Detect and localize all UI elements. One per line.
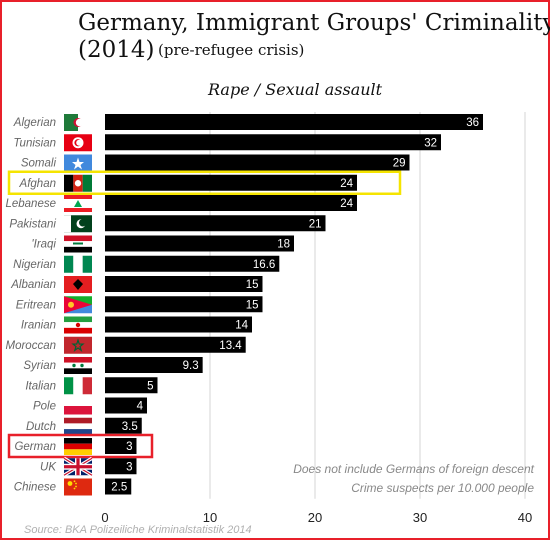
value-label: 36 bbox=[466, 117, 479, 129]
value-label: 14 bbox=[235, 320, 248, 332]
algeria-flag-icon bbox=[64, 114, 92, 131]
value-label: 9.3 bbox=[183, 360, 199, 372]
page-title-year: (2014) bbox=[78, 37, 155, 63]
value-label: 24 bbox=[340, 198, 353, 210]
x-tick-label: 0 bbox=[101, 510, 108, 525]
bar bbox=[105, 195, 357, 211]
value-label: 32 bbox=[424, 137, 437, 149]
category-label: Chinese bbox=[14, 482, 56, 494]
italy-flag-icon bbox=[64, 377, 92, 395]
bar bbox=[105, 215, 326, 232]
germany-flag-icon bbox=[64, 438, 92, 455]
category-label: Eritrean bbox=[16, 299, 56, 311]
x-tick-label: 30 bbox=[413, 510, 427, 525]
china-flag-icon bbox=[64, 478, 92, 496]
value-label: 4 bbox=[137, 401, 144, 413]
category-label: Iranian bbox=[21, 320, 56, 332]
category-label: Algerian bbox=[13, 117, 56, 129]
bar bbox=[105, 438, 137, 454]
iraq-flag-icon bbox=[64, 235, 92, 253]
value-label: 3.5 bbox=[122, 421, 138, 433]
bar bbox=[105, 417, 142, 434]
annotation-unit: Crime suspects per 10.000 people bbox=[351, 481, 534, 495]
value-label: 24 bbox=[340, 178, 353, 190]
category-label: Afghan bbox=[19, 178, 56, 190]
tunisia-flag-icon bbox=[64, 134, 92, 152]
value-label: 13.4 bbox=[219, 340, 242, 352]
category-label: UK bbox=[40, 461, 57, 473]
chart-title: Rape / Sexual assault bbox=[208, 80, 383, 99]
value-label: 21 bbox=[309, 218, 322, 230]
value-label: 3 bbox=[126, 441, 132, 453]
category-label: Pakistani bbox=[9, 218, 56, 230]
value-label: 15 bbox=[246, 299, 259, 311]
pakistan-flag-icon bbox=[64, 215, 92, 233]
nigeria-flag-icon bbox=[64, 255, 92, 273]
category-label: German bbox=[14, 441, 56, 453]
bar bbox=[105, 255, 280, 272]
value-label: 15 bbox=[246, 279, 259, 291]
x-tick-label: 40 bbox=[518, 510, 532, 525]
page-title: Germany, Immigrant Groups' Criminality bbox=[78, 10, 550, 36]
category-label: Somali bbox=[21, 158, 57, 170]
x-tick-label: 20 bbox=[308, 510, 322, 525]
uk-flag-icon bbox=[63, 456, 93, 477]
bar bbox=[105, 296, 263, 313]
iran-flag-icon bbox=[64, 316, 92, 334]
value-label: 2.5 bbox=[111, 482, 127, 494]
value-label: 3 bbox=[126, 461, 132, 473]
highlight-box-afghan bbox=[7, 170, 402, 195]
category-label: Nigerian bbox=[13, 259, 56, 271]
afghanistan-flag-icon bbox=[64, 174, 92, 192]
category-label: Lebanese bbox=[5, 198, 56, 210]
category-label: Moroccan bbox=[6, 340, 57, 352]
category-label: Italian bbox=[25, 380, 56, 392]
somalia-flag-icon bbox=[64, 154, 92, 172]
category-label: Albanian bbox=[10, 279, 56, 291]
netherlands-flag-icon bbox=[64, 417, 92, 435]
category-label: 'Iraqi bbox=[31, 239, 56, 251]
page-subtitle: (pre-refugee crisis) bbox=[158, 41, 305, 59]
bar bbox=[105, 276, 263, 292]
albania-flag-icon bbox=[64, 276, 92, 293]
lebanon-flag-icon bbox=[64, 195, 92, 212]
bar bbox=[105, 235, 294, 252]
x-tick-label: 10 bbox=[203, 510, 217, 525]
syria-flag-icon bbox=[64, 357, 92, 374]
bar bbox=[105, 154, 410, 171]
category-label: Tunisian bbox=[13, 137, 56, 149]
category-label: Pole bbox=[33, 401, 56, 413]
bar bbox=[105, 134, 441, 151]
value-label: 29 bbox=[393, 158, 406, 170]
value-label: 5 bbox=[147, 380, 153, 392]
bar bbox=[105, 478, 132, 495]
category-label: Dutch bbox=[26, 421, 56, 433]
bar bbox=[105, 316, 252, 333]
poland-flag-icon bbox=[64, 397, 92, 415]
morocco-flag-icon bbox=[64, 336, 92, 354]
value-label: 16.6 bbox=[253, 259, 275, 271]
eritrea-flag-icon bbox=[64, 296, 92, 314]
bar bbox=[105, 357, 203, 373]
bar bbox=[105, 174, 357, 191]
annotation-foreign-descent: Does not include Germans of foreign desc… bbox=[293, 462, 534, 476]
bar bbox=[105, 336, 246, 353]
highlight-box-german bbox=[7, 433, 154, 459]
value-label: 18 bbox=[277, 239, 290, 251]
bar bbox=[105, 397, 147, 414]
bar bbox=[105, 377, 158, 394]
source-note: Source: BKA Polizeiliche Kriminalstatist… bbox=[24, 524, 252, 536]
bar bbox=[105, 114, 483, 130]
category-label: Syrian bbox=[23, 360, 56, 372]
bar bbox=[105, 458, 137, 475]
